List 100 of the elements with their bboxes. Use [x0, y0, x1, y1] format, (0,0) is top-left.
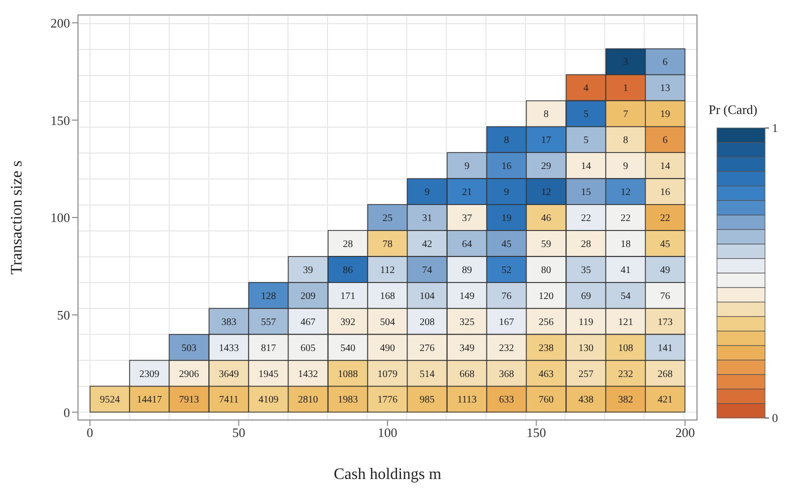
annotation: 9524: [100, 394, 120, 406]
x-tick-label: 0: [86, 425, 94, 440]
annotation: 28: [580, 238, 591, 250]
annotation: 76: [660, 290, 670, 302]
annotation: 128: [260, 290, 276, 302]
annotation: 349: [459, 342, 474, 354]
annotation: 9: [504, 187, 510, 198]
annotation: 7913: [179, 394, 200, 406]
annotation: 15: [580, 187, 591, 198]
annotation: 8: [544, 109, 549, 120]
annotation: 490: [380, 342, 395, 354]
annotation: 16: [660, 187, 670, 198]
annotation: 104: [420, 290, 435, 302]
annotation: 1113: [457, 394, 477, 406]
annotation: 8: [504, 135, 510, 146]
annotation: 985: [420, 394, 435, 406]
annotation: 633: [499, 394, 514, 406]
annotation: 2810: [298, 394, 318, 406]
annotation: 232: [499, 342, 514, 354]
annotation: 22: [660, 213, 670, 224]
annotation: 817: [260, 342, 276, 354]
annotation: 504: [380, 316, 395, 328]
annotation: 2309: [139, 368, 160, 380]
x-tick-label: 100: [378, 425, 398, 440]
annotation: 42: [422, 238, 432, 250]
annotation: 7411: [219, 394, 239, 406]
y-tick-label: 0: [64, 404, 70, 420]
annotation: 78: [382, 238, 392, 250]
annotation: 14: [580, 161, 591, 172]
annotation: 46: [541, 213, 552, 224]
annotation: 76: [502, 290, 512, 302]
annotation: 35: [580, 264, 591, 276]
annotation: 503: [182, 342, 197, 354]
annotation: 173: [658, 316, 673, 328]
annotation: 256: [538, 316, 554, 328]
x-axis-title: Cash holdings m: [334, 466, 442, 483]
annotation: 21: [462, 187, 472, 198]
annotation: 167: [499, 316, 514, 328]
color-bar-label: 1: [772, 121, 778, 135]
annotation: 89: [462, 264, 472, 276]
annotation: 54: [620, 290, 631, 302]
annotation: 25: [382, 213, 392, 224]
annotation: 112: [380, 264, 395, 276]
annotation: 268: [658, 368, 673, 380]
annotation: 37: [462, 213, 472, 224]
annotation: 16: [502, 161, 512, 172]
y-axis-title: Transaction size s: [8, 160, 26, 275]
annotation: 45: [660, 238, 670, 250]
annotation: 28: [342, 238, 353, 250]
annotation: 130: [578, 342, 594, 354]
annotation: 5: [583, 135, 588, 146]
annotation: 86: [342, 264, 353, 276]
annotation: 1945: [258, 368, 278, 380]
annotation: 14417: [136, 394, 162, 406]
annotation: 45: [502, 238, 512, 250]
annotation: 19: [660, 109, 670, 120]
annotation: 19: [502, 213, 512, 224]
annotation: 52: [502, 264, 512, 276]
annotation: 80: [541, 264, 552, 276]
annotation: 463: [538, 368, 554, 380]
annotation: 168: [380, 290, 395, 302]
annotation: 557: [260, 316, 276, 328]
annotation: 6: [662, 135, 668, 146]
annotation: 121: [618, 316, 634, 328]
annotation: 22: [620, 213, 631, 224]
annotation: 392: [340, 316, 356, 328]
annotation: 4: [583, 83, 588, 94]
annotation: 39: [303, 264, 314, 276]
annotation: 49: [660, 264, 670, 276]
annotation: 1433: [218, 342, 239, 354]
annotation: 232: [618, 368, 634, 380]
y-tick-label: 100: [50, 210, 70, 226]
annotation: 1432: [298, 368, 318, 380]
annotation: 540: [340, 342, 356, 354]
annotation: 382: [618, 394, 634, 406]
annotation: 9: [623, 161, 628, 172]
annotation: 1776: [378, 394, 398, 406]
annotation: 18: [620, 238, 631, 250]
annotation: 257: [578, 368, 594, 380]
annotation: 12: [620, 187, 631, 198]
annotation: 209: [300, 290, 316, 302]
annotation: 22: [580, 213, 591, 224]
annotation: 760: [538, 394, 554, 406]
annotation: 14: [660, 161, 670, 172]
annotation: 3649: [218, 368, 239, 380]
y-tick-label: 150: [50, 112, 70, 128]
annotation: 17: [541, 135, 552, 146]
annotation: 467: [300, 316, 316, 328]
annotation: 8: [623, 135, 628, 146]
annotation: 325: [459, 316, 474, 328]
annotation: 7: [623, 109, 628, 120]
annotation: 6: [662, 57, 668, 68]
annotation: 438: [578, 394, 594, 406]
annotation: 208: [420, 316, 435, 328]
x-tick-label: 50: [232, 425, 246, 440]
annotation: 421: [658, 394, 673, 406]
annotation: 69: [580, 290, 591, 302]
annotation: 64: [462, 238, 472, 250]
annotation: 4109: [258, 394, 278, 406]
annotation: 119: [578, 316, 594, 328]
